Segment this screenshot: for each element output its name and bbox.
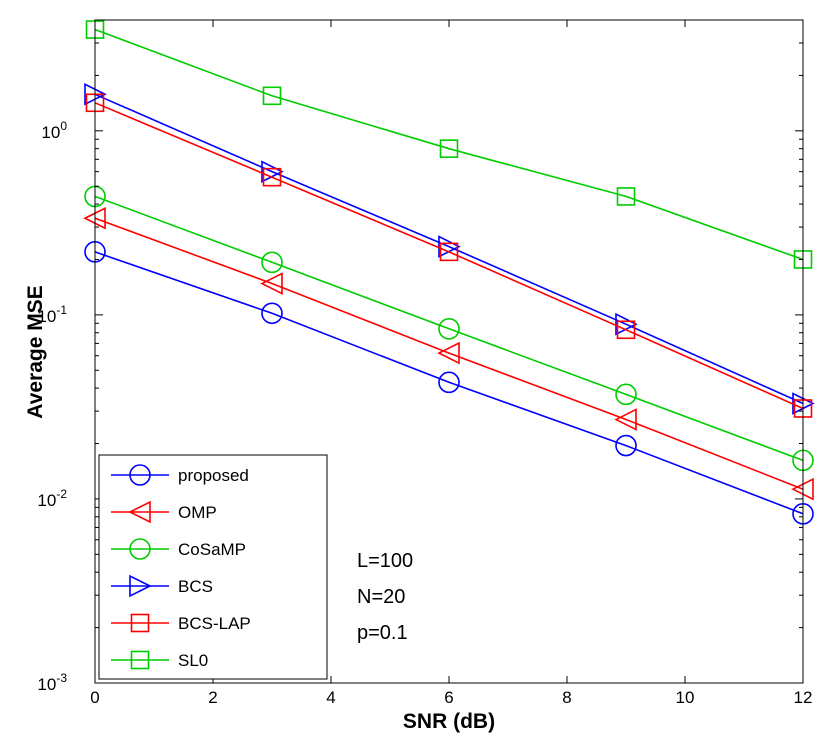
data-point: 0.062 xyxy=(437,341,460,365)
legend-item: OMP xyxy=(111,500,217,524)
x-tick-label: 2 xyxy=(208,688,217,707)
legend-item: CoSaMP xyxy=(111,538,246,560)
x-tick-label: 8 xyxy=(562,688,571,707)
y-tick-label: 10-3 xyxy=(37,671,67,694)
data-point: 0.193 xyxy=(261,251,283,274)
series-line xyxy=(94,102,804,410)
legend: proposed OMP CoSaMP BCS BCS-LAP SL0 xyxy=(98,454,328,680)
series-line xyxy=(94,28,804,261)
legend-item: SL0 xyxy=(111,650,208,670)
annotation-box: L=100 N=20 p=0.1 xyxy=(357,550,413,644)
data-point: 0.084 xyxy=(438,318,460,340)
series-line xyxy=(94,195,804,462)
data-point: 0.102 xyxy=(261,302,283,325)
legend-marker xyxy=(129,464,151,486)
data-point: 0.083 xyxy=(616,320,636,340)
x-tick-label: 4 xyxy=(326,688,335,707)
annotation-line: N=20 xyxy=(357,586,405,608)
x-tick-label: 10 xyxy=(676,688,695,707)
legend-label: BCS-LAP xyxy=(178,614,251,633)
x-tick-label: 0 xyxy=(90,688,99,707)
legend-box xyxy=(98,454,328,680)
series-3: 0.440.1930.0840.0370.0162 xyxy=(84,185,814,472)
legend-item: BCS-LAP xyxy=(111,613,251,633)
y-tick-label: 100 xyxy=(41,119,67,142)
data-point: 0.44 xyxy=(616,187,636,206)
series-line xyxy=(94,251,804,515)
data-point: 1.55 xyxy=(262,86,282,106)
annotation-line: p=0.1 xyxy=(357,622,408,644)
x-tick-label: 6 xyxy=(444,688,453,707)
data-point: 0.027 xyxy=(614,408,637,431)
data-point: 0.148 xyxy=(260,272,283,295)
legend-label: BCS xyxy=(178,577,213,596)
x-tick-label: 12 xyxy=(794,688,813,707)
legend-label: CoSaMP xyxy=(178,540,246,559)
legend-label: proposed xyxy=(178,466,249,485)
data-point: 0.043 xyxy=(438,371,460,394)
legend-marker xyxy=(130,613,150,633)
legend-marker xyxy=(129,574,152,598)
y-tick-label: 10-2 xyxy=(37,487,67,510)
x-axis-label: SNR (dB) xyxy=(403,710,495,733)
data-point: 0.8 xyxy=(439,139,459,158)
legend-marker xyxy=(128,500,151,524)
legend-label: SL0 xyxy=(178,651,208,670)
series-line xyxy=(94,217,804,490)
data-point: 0.037 xyxy=(615,383,637,406)
legend-marker xyxy=(130,650,150,670)
data-point: 0.22 xyxy=(439,242,459,262)
legend-item: proposed xyxy=(111,464,249,486)
annotation-line: L=100 xyxy=(357,550,413,572)
legend-marker xyxy=(129,538,151,560)
legend-label: OMP xyxy=(178,503,217,522)
legend-item: BCS xyxy=(111,574,213,598)
axes-layer: 0 2 4 6 8 10 12 10-3 10-2 10-1 100 xyxy=(37,19,813,707)
data-point: 0.56 xyxy=(262,167,282,187)
y-axis-label: Average MSE xyxy=(24,285,47,418)
series-line xyxy=(94,93,804,405)
y-tick-label: 10-1 xyxy=(37,303,67,326)
data-point: 0.0195 xyxy=(615,434,637,457)
